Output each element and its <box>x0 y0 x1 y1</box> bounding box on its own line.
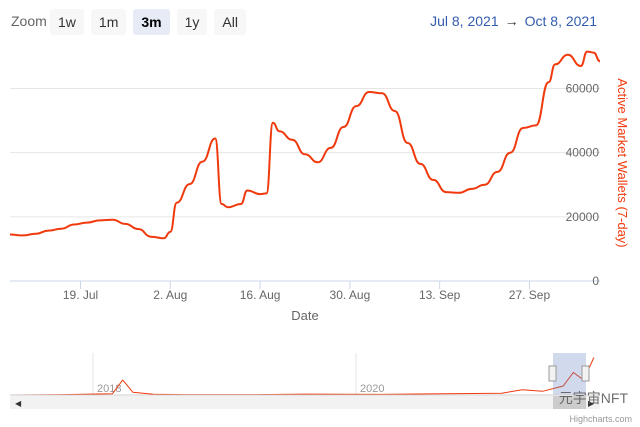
navigator-handle-right[interactable] <box>581 365 590 382</box>
y-axis-title: Active Market Wallets (7-day) <box>615 78 630 247</box>
navigator-area <box>10 353 600 395</box>
scrollbar-thumb[interactable] <box>553 396 586 409</box>
y-tick-label: 40000 <box>566 146 600 160</box>
x-tick-label: 2. Aug <box>153 288 187 302</box>
x-ticks: 19. Jul 2. Aug 16. Aug 30. Aug 13. Sep 27. Se… <box>63 281 551 302</box>
zoom-1m-button[interactable]: 1m <box>90 9 127 35</box>
x-tick-label: 30. Aug <box>330 288 371 302</box>
zoom-buttons: 1w 1m 3m 1y All <box>50 9 246 35</box>
range-to[interactable]: Oct 8, 2021 <box>524 13 597 29</box>
y-tick-label: 0 <box>592 274 599 288</box>
x-tick-label: 13. Sep <box>419 288 461 302</box>
zoom-label: Zoom <box>11 13 47 29</box>
range-selector: Zoom 1w 1m 3m 1y All Jul 8, 2021 → Oct 8, … <box>0 0 640 44</box>
grid-lines <box>10 88 600 218</box>
scroll-left-icon[interactable]: ◀ <box>15 399 22 408</box>
navigator-year-label: 2020 <box>360 383 384 395</box>
zoom-1w-button[interactable]: 1w <box>50 9 84 35</box>
scrollbar-track[interactable] <box>10 396 600 409</box>
date-range: Jul 8, 2021 → Oct 8, 2021 <box>430 13 597 29</box>
x-tick-label: 19. Jul <box>63 288 98 302</box>
navigator-series-line <box>9 357 595 396</box>
zoom-3m-button[interactable]: 3m <box>133 9 170 35</box>
range-from[interactable]: Jul 8, 2021 <box>430 13 499 29</box>
zoom-1y-button[interactable]: 1y <box>176 9 208 35</box>
x-axis-title: Date <box>291 308 318 323</box>
navigator-handle-left[interactable] <box>548 365 557 382</box>
y-tick-label: 20000 <box>566 210 600 224</box>
series-line <box>9 50 601 240</box>
y-ticks: 0 20000 40000 60000 <box>566 82 600 289</box>
navigator-mask[interactable] <box>553 353 586 395</box>
scroll-right-icon[interactable]: ▶ <box>588 399 595 408</box>
navigator-year-label: 2018 <box>97 383 121 395</box>
navigator-labels: 2018 2020 <box>97 383 384 395</box>
x-tick-label: 16. Aug <box>240 288 281 302</box>
watermark: 元宇宙NFT <box>558 390 628 406</box>
credits-link[interactable]: Highcharts.com <box>569 414 632 424</box>
range-arrow-icon: → <box>504 13 519 29</box>
zoom-all-button[interactable]: All <box>214 9 246 35</box>
x-tick-label: 27. Sep <box>509 288 551 302</box>
y-tick-label: 60000 <box>566 82 600 96</box>
